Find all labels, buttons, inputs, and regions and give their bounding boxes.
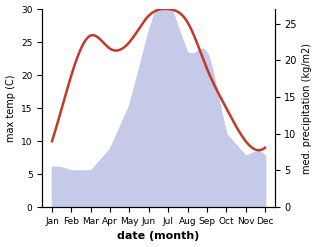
X-axis label: date (month): date (month) [117, 231, 200, 242]
Y-axis label: max temp (C): max temp (C) [5, 74, 16, 142]
Y-axis label: med. precipitation (kg/m2): med. precipitation (kg/m2) [302, 43, 313, 174]
